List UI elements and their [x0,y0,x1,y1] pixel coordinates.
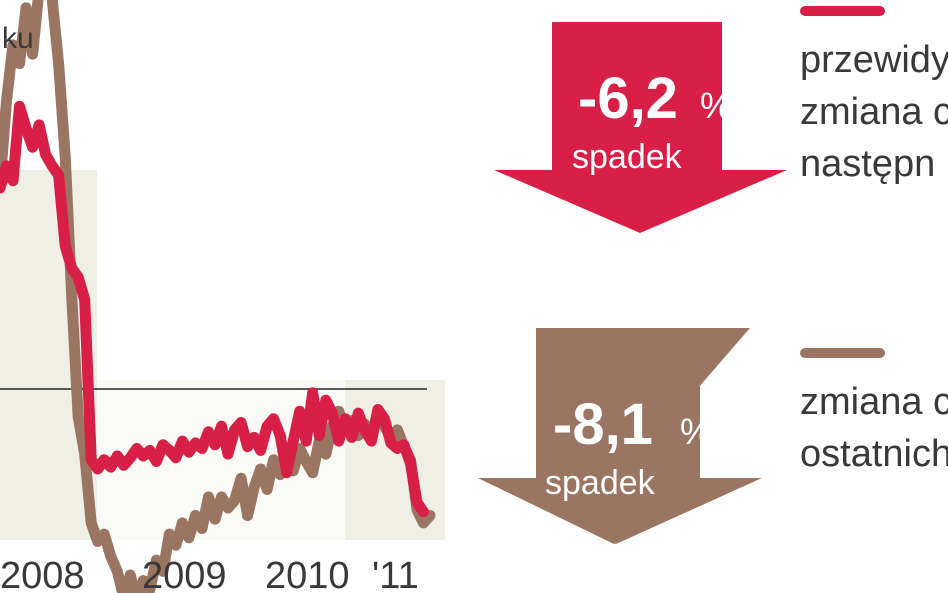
callout-change: -8,1 % spadek zmiana c ostatnich [478,328,948,544]
x-tick-label: 2010 [265,555,350,593]
legend-swatch [800,348,885,358]
callout-unit: % [680,411,712,452]
series-line-change [0,0,436,593]
down-arrow-icon [494,22,787,233]
x-tick-label: 2009 [142,555,227,593]
x-tick-label: 2008 [0,555,85,593]
title-fragment: ku [2,22,34,55]
legend-text: przewidy [800,39,948,81]
callout-label: spadek [545,464,656,502]
down-arrow-icon [478,328,762,544]
callout-value: -6,2 [578,66,678,131]
legend-text: następn [800,143,935,185]
legend-text: zmiana c [800,91,948,133]
callout-forecast: -6,2 % spadek przewidy zmiana c następn [494,6,948,233]
series-layer [0,0,436,593]
callout-label: spadek [572,138,683,176]
series-line-forecast [0,100,429,518]
legend-swatch [800,6,885,16]
legend-text: zmiana c [800,381,948,423]
callout-value: -8,1 [553,392,653,457]
plot-band-left [0,170,97,540]
legend-text: ostatnich [800,433,948,475]
callout-unit: % [700,85,732,126]
x-tick-label: '11 [372,555,419,593]
